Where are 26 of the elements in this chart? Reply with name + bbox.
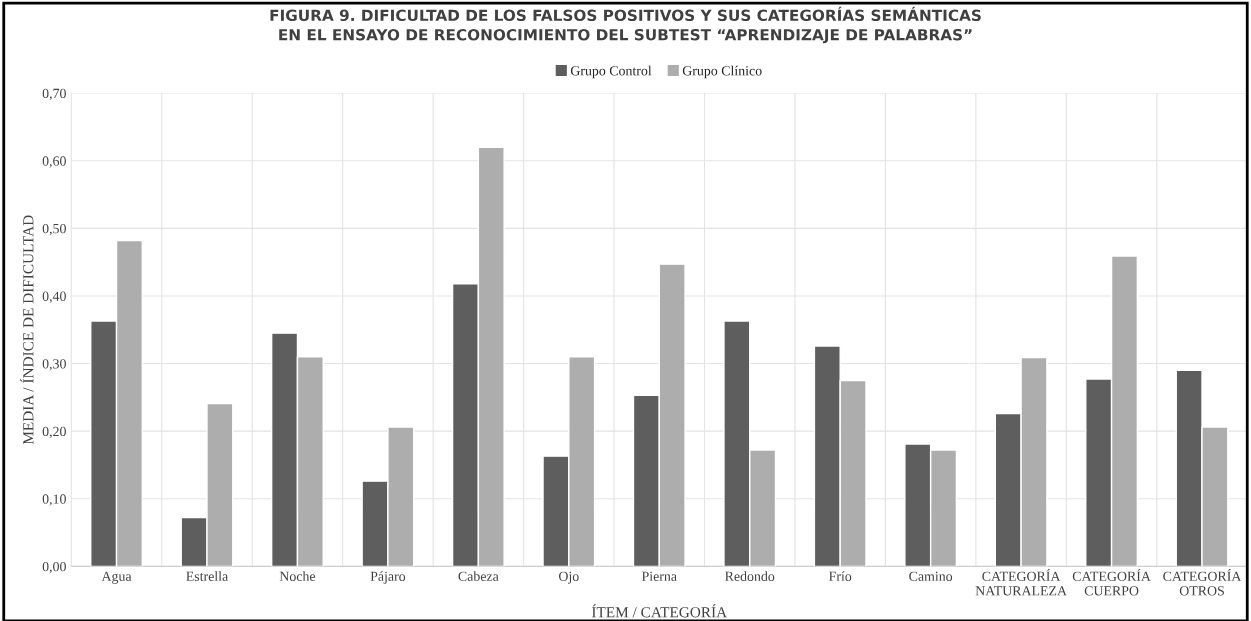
y-tick-label: 0,10: [42, 494, 66, 506]
y-tick-label: 0,00: [42, 561, 66, 574]
x-tick-label: Agua: [101, 571, 132, 584]
x-axis-title: ÍTEM / CATEGORÍA: [591, 604, 728, 618]
x-tick-label: Ojo: [558, 571, 579, 584]
x-tick-label: CATEGORÍA CUERPO: [1072, 568, 1151, 596]
x-tick-label: Noche: [279, 571, 316, 581]
x-tick-label: CATEGORÍA OTROS: [1163, 568, 1242, 596]
x-tick-label: Cabeza: [458, 571, 499, 581]
y-tick-label: 0,20: [42, 426, 66, 439]
x-tick-label: Frío: [829, 571, 852, 581]
x-tick-label: Pájaro: [370, 571, 406, 584]
y-tick-label: 0,30: [42, 359, 66, 371]
x-tick-label: CATEGORÍA NATURALEZA: [975, 568, 1067, 596]
x-tick-label: Camino: [909, 571, 953, 581]
y-tick-label: 0,70: [42, 88, 66, 101]
y-tick-label: 0,50: [42, 223, 66, 236]
x-tick-label: Pierna: [641, 571, 677, 581]
chart-title: FIGURA 9. DIFICULTAD DE LOS FALSOS POSITIVOS Y SUS CATEGORÍAS SEMÁNTICAS EN EL ENSAYO DE RECONOCIMIENTO DEL SUBTEST “APRENDIZAJE DE PALABRAS”: [270, 6, 981, 44]
y-axis-title: MEDIA / ÍNDICE DE DIFICULTAD: [20, 215, 34, 445]
legend-label: Grupo Clínico: [682, 65, 762, 79]
y-tick-label: 0,60: [42, 156, 66, 168]
y-tick-label: 0,40: [42, 291, 66, 303]
legend-label: Grupo Control: [570, 65, 652, 79]
x-tick-label: Redondo: [725, 571, 775, 581]
x-tick-label: Estrella: [186, 571, 229, 581]
